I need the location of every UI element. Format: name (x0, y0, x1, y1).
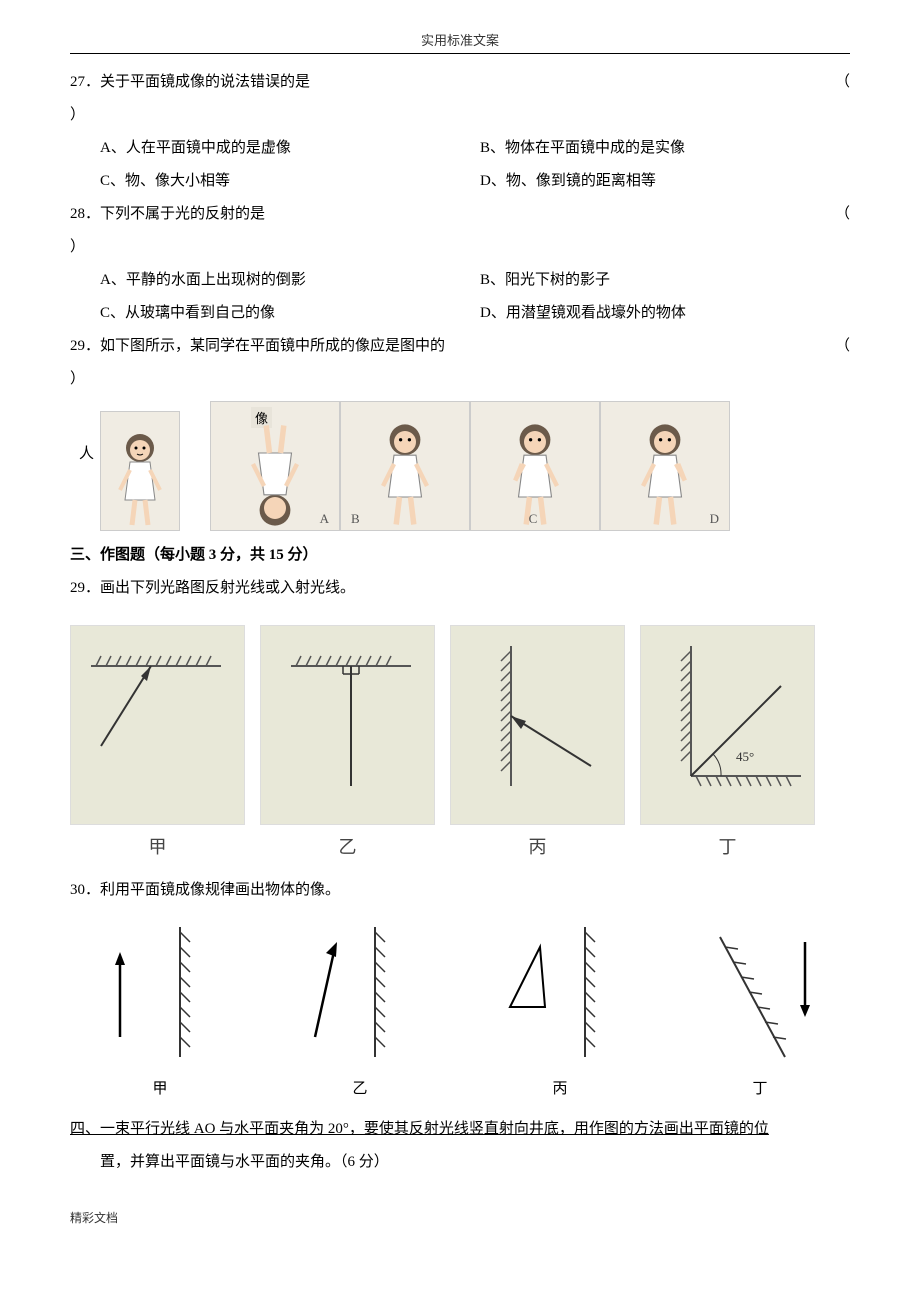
q28-option-a: A、平静的水面上出现树的倒影 (100, 264, 480, 297)
header-divider (70, 53, 850, 54)
mirror-diagram-yi-icon (290, 917, 430, 1067)
q30-text: 30．利用平面镜成像规律画出物体的像。 (70, 874, 850, 907)
q27-number: 27． (70, 74, 100, 90)
q27-paren-close: ） (70, 99, 850, 132)
girl-figure-a-icon (240, 420, 310, 530)
q27-option-d: D、物、像到镜的距离相等 (480, 165, 850, 198)
q4-text-line2: 置，并算出平面镜与水平面的夹角。（6 分） (70, 1146, 850, 1179)
q27-text: 关于平面镜成像的说法错误的是 (100, 74, 310, 90)
q28-option-c: C、从玻璃中看到自己的像 (100, 297, 480, 330)
q29b-label-ding: 丁 (640, 833, 815, 859)
page-footer: 精彩文档 (70, 1209, 850, 1226)
q30-images-row: 甲 乙 (90, 917, 850, 1098)
q29b-text: 29．画出下列光路图反射光线或入射光线。 (70, 572, 850, 605)
q4-text2: 置，并算出平面镜与水平面的夹角。（6 分） (100, 1154, 389, 1170)
q4-text-line1: 四、一束平行光线 AO 与水平面夹角为 20°，要使其反射光线竖直射向井底，用作… (70, 1113, 850, 1146)
q29b-content: 画出下列光路图反射光线或入射光线。 (100, 580, 355, 596)
angle-45-label: 45° (736, 749, 754, 764)
q30-diagram-jia: 甲 (90, 917, 230, 1098)
q29-text: 如下图所示，某同学在平面镜中所成的像应是图中的 (100, 338, 445, 354)
q30-diagram-ding: 丁 (690, 917, 830, 1098)
q29b-label-jia: 甲 (70, 833, 245, 859)
q27-paren-open: （ (835, 66, 850, 99)
light-diagram-bing-icon (451, 626, 626, 826)
q29-line: 29．如下图所示，某同学在平面镜中所成的像应是图中的 （ (70, 330, 850, 363)
girl-figure-b-icon (370, 420, 440, 530)
q30-diagram-bing: 丙 (490, 917, 630, 1098)
q29-paren-open: （ (835, 330, 850, 363)
q28-text: 下列不属于光的反射的是 (100, 206, 265, 222)
q29-label-d: D (710, 511, 719, 527)
q30-content: 利用平面镜成像规律画出物体的像。 (100, 882, 340, 898)
q30-number: 30． (70, 882, 100, 898)
q29-person-label: 人 (79, 442, 94, 463)
q28-line: 28．下列不属于光的反射的是 （ (70, 198, 850, 231)
q27-options-row2: C、物、像大小相等 D、物、像到镜的距离相等 (70, 165, 850, 198)
q28-options-row1: A、平静的水面上出现树的倒影 B、阳光下树的影子 (70, 264, 850, 297)
q27-line: 27．关于平面镜成像的说法错误的是 （ (70, 66, 850, 99)
q4-text1: 四、一束平行光线 AO 与水平面夹角为 20°，要使其反射光线竖直射向井底，用作… (70, 1121, 769, 1137)
q30-label-yi: 乙 (352, 1077, 367, 1098)
q29-option-d-image: D (600, 401, 730, 531)
q29b-diagram-jia: 甲 (70, 625, 245, 859)
q30-label-ding: 丁 (752, 1077, 767, 1098)
q29-option-a-image: 像 A (210, 401, 340, 531)
q29b-diagram-ding: 45° 丁 (640, 625, 815, 859)
q28-option-d: D、用潜望镜观看战壕外的物体 (480, 297, 850, 330)
q27-option-c: C、物、像大小相等 (100, 165, 480, 198)
q29-person-image: 人 (100, 411, 180, 531)
light-diagram-ding-icon: 45° (641, 626, 816, 826)
q27-options-row1: A、人在平面镜中成的是虚像 B、物体在平面镜中成的是实像 (70, 132, 850, 165)
light-diagram-jia-icon (71, 626, 246, 826)
q29-label-a: A (320, 511, 329, 527)
q28-options-row2: C、从玻璃中看到自己的像 D、用潜望镜观看战壕外的物体 (70, 297, 850, 330)
q28-option-b: B、阳光下树的影子 (480, 264, 850, 297)
light-diagram-yi-icon (261, 626, 436, 826)
section3-title: 三、作图题（每小题 3 分，共 15 分） (70, 543, 850, 564)
q29b-diagram-yi: 乙 (260, 625, 435, 859)
q28-paren-open: （ (835, 198, 850, 231)
q29b-label-bing: 丙 (450, 833, 625, 859)
q28-paren-close: ） (70, 231, 850, 264)
q29b-diagram-bing: 丙 (450, 625, 625, 859)
q28-number: 28． (70, 206, 100, 222)
q29-images-row: 人 像 (70, 401, 850, 531)
q29b-label-yi: 乙 (260, 833, 435, 859)
q29b-images-row: 甲 乙 (70, 625, 850, 859)
q27-option-a: A、人在平面镜中成的是虚像 (100, 132, 480, 165)
q30-label-bing: 丙 (552, 1077, 567, 1098)
q27-option-b: B、物体在平面镜中成的是实像 (480, 132, 850, 165)
q29-label-b: B (351, 511, 360, 527)
page-header-title: 实用标准文案 (70, 30, 850, 49)
q30-label-jia: 甲 (152, 1077, 167, 1098)
girl-figure-icon (110, 430, 170, 530)
mirror-diagram-ding-icon (690, 917, 830, 1067)
q29-number: 29． (70, 338, 100, 354)
q29b-number: 29． (70, 580, 100, 596)
q29-label-c: C (529, 511, 538, 527)
q30-diagram-yi: 乙 (290, 917, 430, 1098)
q29-paren-close: ） (70, 363, 85, 396)
mirror-diagram-jia-icon (90, 917, 230, 1067)
girl-figure-d-icon (630, 420, 700, 530)
q29-option-b-image: B (340, 401, 470, 531)
mirror-diagram-bing-icon (490, 917, 630, 1067)
q29-option-c-image: C (470, 401, 600, 531)
